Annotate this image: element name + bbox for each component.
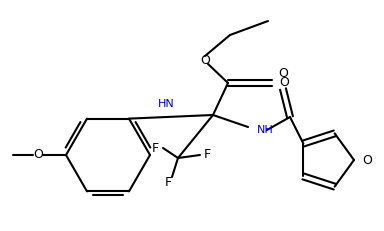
Text: O: O xyxy=(33,149,43,161)
Text: HN: HN xyxy=(157,99,174,109)
Text: F: F xyxy=(204,149,210,161)
Text: F: F xyxy=(151,142,159,155)
Text: NH: NH xyxy=(257,125,274,135)
Text: O: O xyxy=(200,55,210,67)
Text: O: O xyxy=(278,67,288,80)
Text: F: F xyxy=(164,176,172,189)
Text: O: O xyxy=(279,76,289,89)
Text: O: O xyxy=(362,154,372,167)
